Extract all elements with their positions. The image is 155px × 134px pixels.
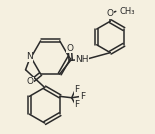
Text: NH: NH [75,55,89,64]
Text: CH₃: CH₃ [119,7,135,16]
Text: F: F [80,92,85,101]
Text: O: O [27,77,34,86]
Text: O: O [66,44,73,53]
Text: N: N [26,52,33,61]
Text: F: F [74,100,80,109]
Text: O: O [107,9,114,18]
Text: F: F [74,85,80,94]
